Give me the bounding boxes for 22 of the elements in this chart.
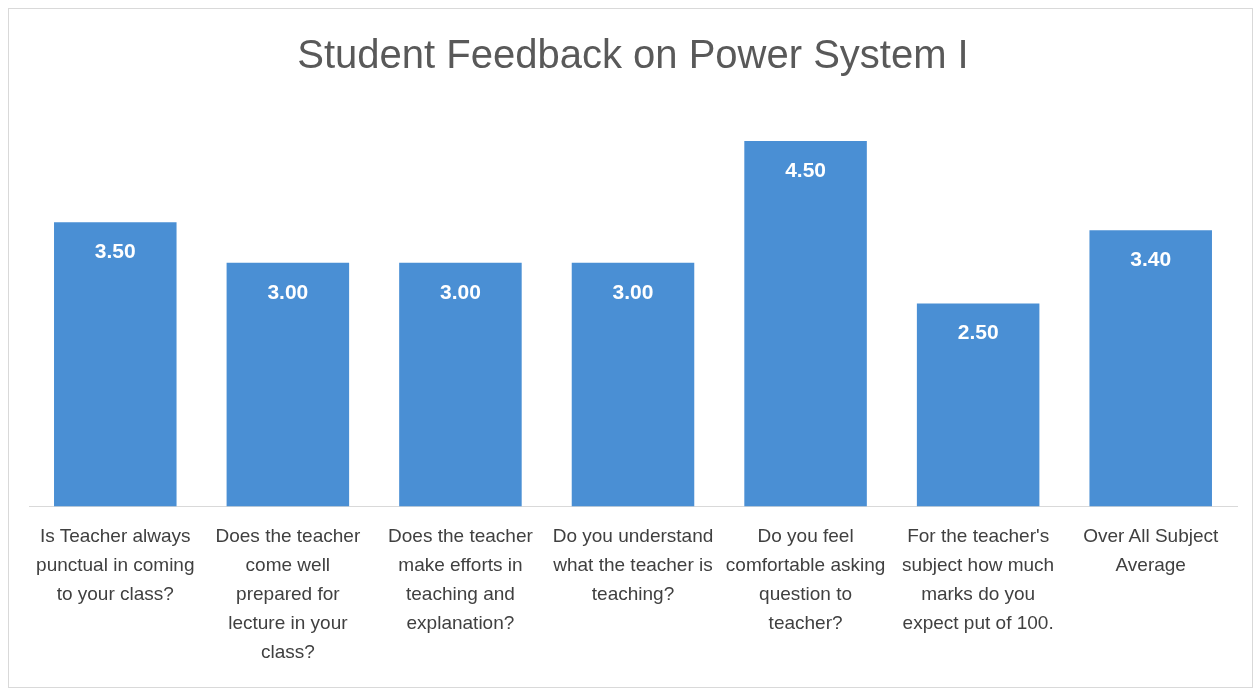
bar [916,303,1040,507]
data-label: 3.00 [612,279,654,303]
x-tick-label: Does the teacher come well prepared for lecture in your class? [215,525,361,662]
x-tick-label: Does the teacher make efforts in teaching and explanation? [388,525,534,633]
bar [399,262,522,507]
data-label: 3.00 [267,279,309,303]
x-tick-label: Is Teacher always punctual in coming to your class? [36,525,195,605]
data-label: 2.50 [957,320,999,344]
chart-title: Student Feedback on Power System I [297,32,969,77]
x-tick-label: Over All Subject Average [1083,525,1220,576]
data-label: 3.00 [439,279,481,303]
bar [226,262,350,507]
bar [744,141,867,507]
data-label: 4.50 [785,157,827,181]
x-tick-label: For the teacher's subject how much marks do you expect put of 100. [902,525,1055,633]
bar [54,222,177,507]
x-tick-label: Do you feel comfortable asking question to teacher? [725,525,886,633]
bar [571,262,695,507]
bar [1089,230,1212,507]
data-label: 3.50 [94,239,136,263]
x-tick-label: Do you understand what the teacher is teaching? [552,525,714,605]
data-label: 3.40 [1130,247,1172,271]
